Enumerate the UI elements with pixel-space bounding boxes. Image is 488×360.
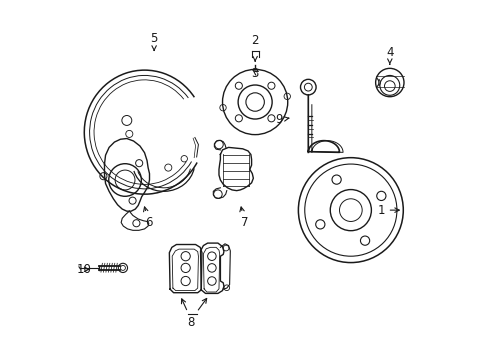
Text: 10: 10 (77, 263, 92, 276)
Text: 4: 4 (386, 46, 393, 64)
Text: 1: 1 (376, 204, 399, 217)
Text: 6: 6 (143, 207, 152, 229)
Text: 8: 8 (187, 316, 195, 329)
Text: 3: 3 (251, 67, 258, 80)
Text: 5: 5 (150, 32, 158, 50)
Text: 7: 7 (240, 207, 248, 229)
Text: 9: 9 (275, 113, 288, 126)
Text: 2: 2 (251, 34, 258, 47)
